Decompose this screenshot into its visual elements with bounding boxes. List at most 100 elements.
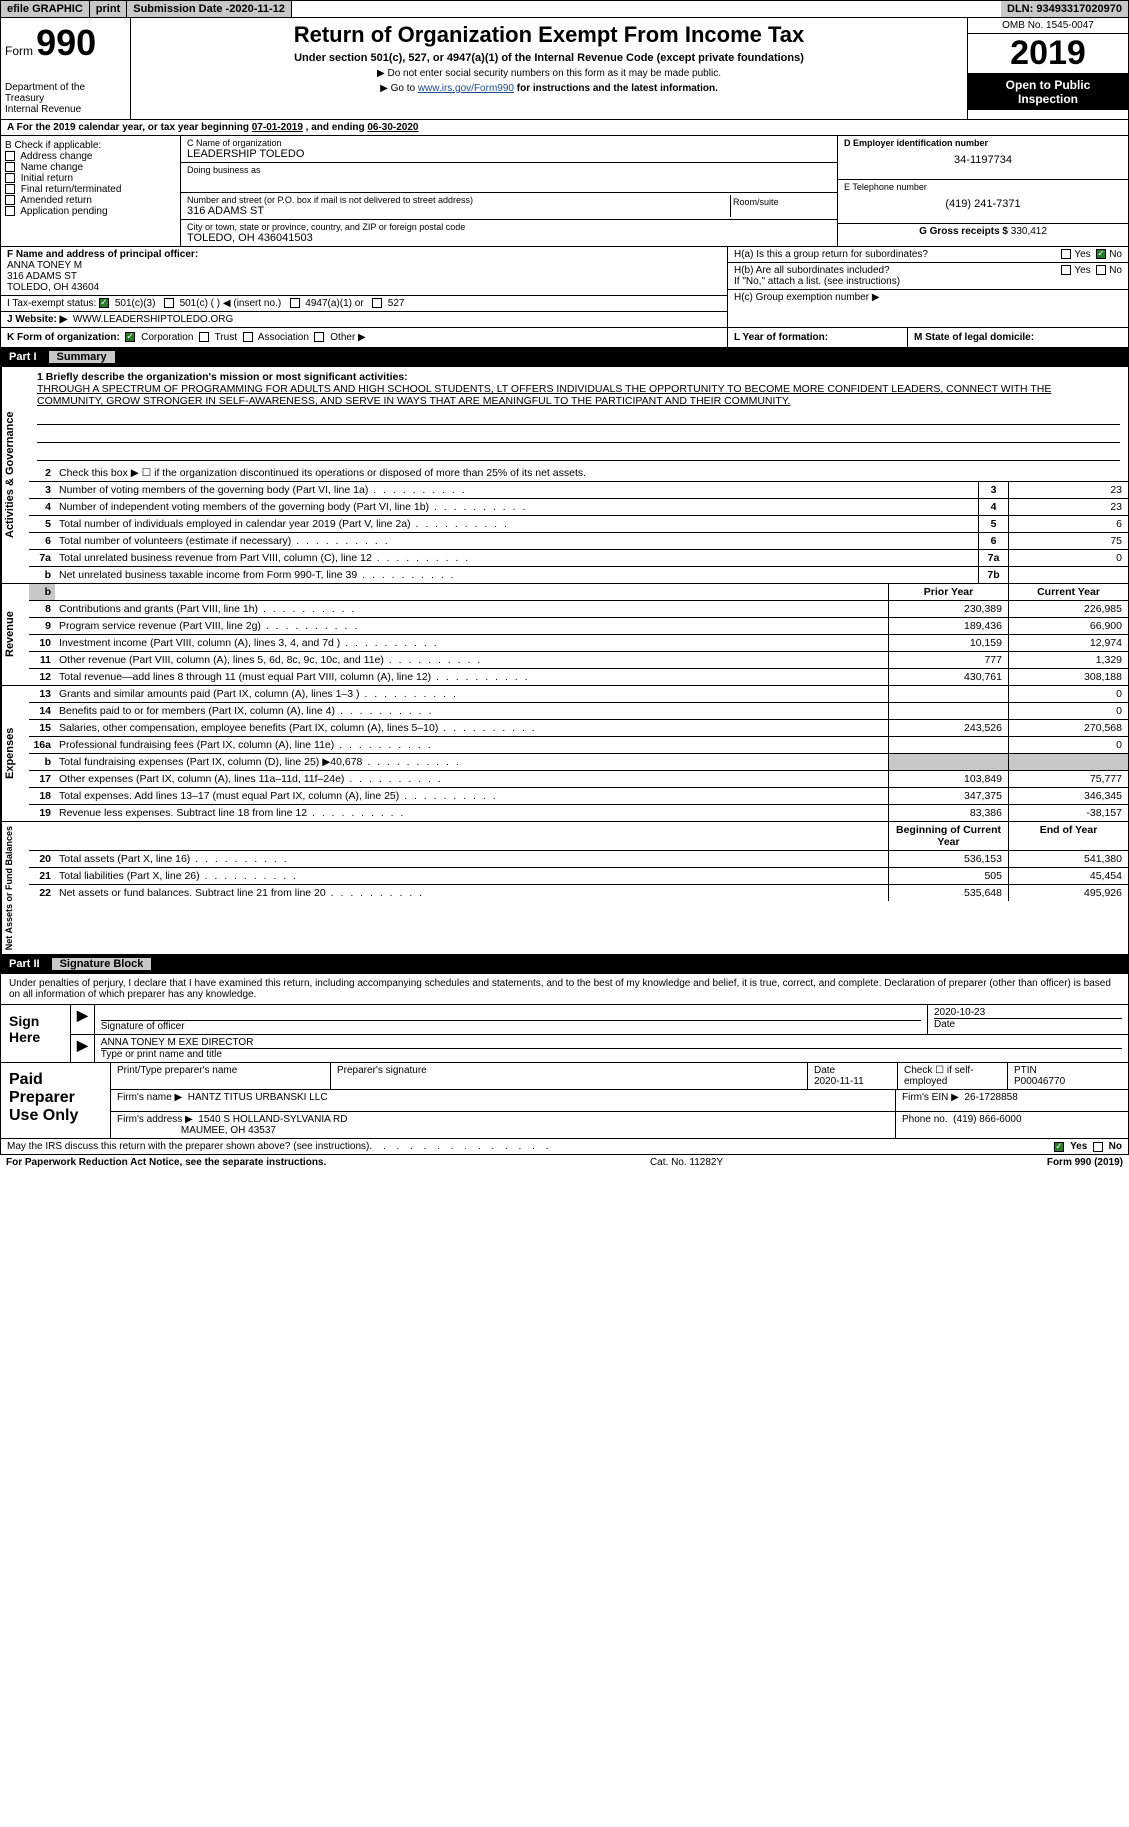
city-cell: City or town, state or province, country… xyxy=(181,220,837,246)
col-b-header: B Check if applicable: xyxy=(5,140,176,151)
mission-label: 1 Briefly describe the organization's mi… xyxy=(37,371,408,383)
chk-4947[interactable] xyxy=(290,298,300,308)
sign-here-table: Sign Here ▶ Signature of officer 2020-10… xyxy=(1,1004,1128,1062)
summary-line: 12Total revenue—add lines 8 through 11 (… xyxy=(29,669,1128,685)
sec-f-label: F Name and address of principal officer: xyxy=(7,249,198,260)
ha-no-chk[interactable] xyxy=(1096,249,1106,259)
line-2: 2 Check this box ▶ ☐ if the organization… xyxy=(29,465,1128,482)
signature-block: Under penalties of perjury, I declare th… xyxy=(0,974,1129,1063)
prep-date-col: Date 2020-11-11 xyxy=(808,1063,898,1089)
sign-here-label: Sign Here xyxy=(1,1005,71,1062)
sec-ha: H(a) Is this a group return for subordin… xyxy=(728,247,1128,263)
form-title: Return of Organization Exempt From Incom… xyxy=(139,22,959,48)
activities-governance-section: Activities & Governance 1 Briefly descri… xyxy=(0,367,1129,584)
chk-corp[interactable] xyxy=(125,332,135,342)
prep-row-3: Firm's address ▶ 1540 S HOLLAND-SYLVANIA… xyxy=(111,1112,1128,1138)
summary-line: 6Total number of volunteers (estimate if… xyxy=(29,533,1128,550)
ha-label: H(a) Is this a group return for subordin… xyxy=(734,249,928,260)
col-b-checkbox[interactable] xyxy=(5,162,15,172)
form-header: Form 990 Department of the Treasury Inte… xyxy=(0,18,1129,120)
sig-date-label: Date xyxy=(934,1019,1122,1030)
hb-yes-chk[interactable] xyxy=(1061,265,1071,275)
discuss-yes-chk[interactable] xyxy=(1054,1142,1064,1152)
inspect-line1: Open to Public xyxy=(972,78,1124,92)
summary-line: 18Total expenses. Add lines 13–17 (must … xyxy=(29,788,1128,805)
col-current-year: Current Year xyxy=(1008,584,1128,600)
col-b-item: Application pending xyxy=(5,206,176,217)
website-value: WWW.LEADERSHIPTOLEDO.ORG xyxy=(73,314,233,325)
firm-name-label: Firm's name ▶ xyxy=(117,1092,182,1103)
vlabel-governance: Activities & Governance xyxy=(1,367,29,583)
instruction-1: ▶ Do not enter social security numbers o… xyxy=(139,68,959,79)
column-d: D Employer identification number 34-1197… xyxy=(838,136,1128,246)
instr2-post: for instructions and the latest informat… xyxy=(517,83,718,94)
preparer-block: Paid Preparer Use Only Print/Type prepar… xyxy=(0,1063,1129,1139)
sec-m-label: M State of legal domicile: xyxy=(914,332,1034,343)
sec-l: L Year of formation: xyxy=(728,328,908,347)
officer-name-label: Type or print name and title xyxy=(101,1049,1122,1060)
submission-date-prefix: Submission Date - xyxy=(133,3,229,15)
irs-link[interactable]: www.irs.gov/Form990 xyxy=(418,83,514,94)
firm-phone-label: Phone no. xyxy=(902,1114,948,1125)
hb-no-chk[interactable] xyxy=(1096,265,1106,275)
sec-k: K Form of organization: Corporation Trus… xyxy=(1,328,728,347)
tax-period-row: A For the 2019 calendar year, or tax yea… xyxy=(0,120,1129,136)
form-title-block: Return of Organization Exempt From Incom… xyxy=(131,18,968,119)
fhij-right: H(a) Is this a group return for subordin… xyxy=(728,247,1128,327)
discuss-row: May the IRS discuss this return with the… xyxy=(0,1139,1129,1155)
line-2-desc: Check this box ▶ ☐ if the organization d… xyxy=(55,465,1128,481)
col-b-checkbox[interactable] xyxy=(5,184,15,194)
tel-cell: E Telephone number (419) 241-7371 xyxy=(838,180,1128,224)
opt-527: 527 xyxy=(388,298,405,309)
period-mid: , and ending xyxy=(306,122,368,133)
discuss-no-chk[interactable] xyxy=(1093,1142,1103,1152)
col-begin-year: Beginning of Current Year xyxy=(888,822,1008,850)
dba-cell: Doing business as xyxy=(181,163,837,193)
vlabel-expenses: Expenses xyxy=(1,686,29,821)
open-to-public: Open to Public Inspection xyxy=(968,74,1128,110)
part-ii-num: Part II xyxy=(9,958,40,970)
vlabel-revenue: Revenue xyxy=(1,584,29,685)
chk-assoc[interactable] xyxy=(243,332,253,342)
chk-501c[interactable] xyxy=(164,298,174,308)
ha-yes-chk[interactable] xyxy=(1061,249,1071,259)
sig-row-2: ▶ ANNA TONEY M EXE DIRECTOR Type or prin… xyxy=(71,1035,1128,1062)
summary-line: 13Grants and similar amounts paid (Part … xyxy=(29,686,1128,703)
ptin-label: PTIN xyxy=(1014,1065,1037,1076)
summary-line: 5Total number of individuals employed in… xyxy=(29,516,1128,533)
firm-phone-value: (419) 866-6000 xyxy=(953,1114,1021,1125)
dln-label: DLN: 93493317020970 xyxy=(1001,1,1128,17)
tel-value: (419) 241-7371 xyxy=(844,198,1122,210)
top-toolbar: efile GRAPHIC print Submission Date - 20… xyxy=(0,0,1129,18)
sec-j: J Website: ▶ WWW.LEADERSHIPTOLEDO.ORG xyxy=(1,312,727,327)
revenue-header-row: b Prior Year Current Year xyxy=(29,584,1128,601)
opt-501c3: 501(c)(3) xyxy=(115,298,156,309)
sec-hc: H(c) Group exemption number ▶ xyxy=(728,290,1128,305)
col-b-checkbox[interactable] xyxy=(5,206,15,216)
officer-name-title: ANNA TONEY M EXE DIRECTOR xyxy=(101,1037,1122,1049)
instruction-2: ▶ Go to www.irs.gov/Form990 for instruct… xyxy=(139,83,959,94)
cat-no: Cat. No. 11282Y xyxy=(650,1157,723,1168)
city-label: City or town, state or province, country… xyxy=(187,222,831,232)
chk-trust[interactable] xyxy=(199,332,209,342)
arrow-icon: ▶ xyxy=(71,1005,95,1034)
hb-note: If "No," attach a list. (see instruction… xyxy=(734,276,900,287)
room-label: Room/suite xyxy=(731,195,831,209)
period-pre: A For the 2019 calendar year, or tax yea… xyxy=(7,122,252,133)
col-b-checkbox[interactable] xyxy=(5,173,15,183)
part-ii-title: Signature Block xyxy=(52,958,152,970)
chk-501c3[interactable] xyxy=(99,298,109,308)
col-b-checkbox[interactable] xyxy=(5,195,15,205)
prep-date-label: Date xyxy=(814,1065,835,1076)
summary-line: 3Number of voting members of the governi… xyxy=(29,482,1128,499)
sig-row-1: ▶ Signature of officer 2020-10-23 Date xyxy=(71,1005,1128,1035)
chk-527[interactable] xyxy=(372,298,382,308)
period-begin: 07-01-2019 xyxy=(252,122,303,133)
chk-other[interactable] xyxy=(314,332,324,342)
col-b-checkbox[interactable] xyxy=(5,151,15,161)
submission-date-value: 2020-11-12 xyxy=(229,3,285,15)
discuss-yes: Yes xyxy=(1070,1141,1087,1152)
column-b: B Check if applicable: Address change Na… xyxy=(1,136,181,246)
fhij-left: F Name and address of principal officer:… xyxy=(1,247,728,327)
print-button[interactable]: print xyxy=(90,1,127,17)
